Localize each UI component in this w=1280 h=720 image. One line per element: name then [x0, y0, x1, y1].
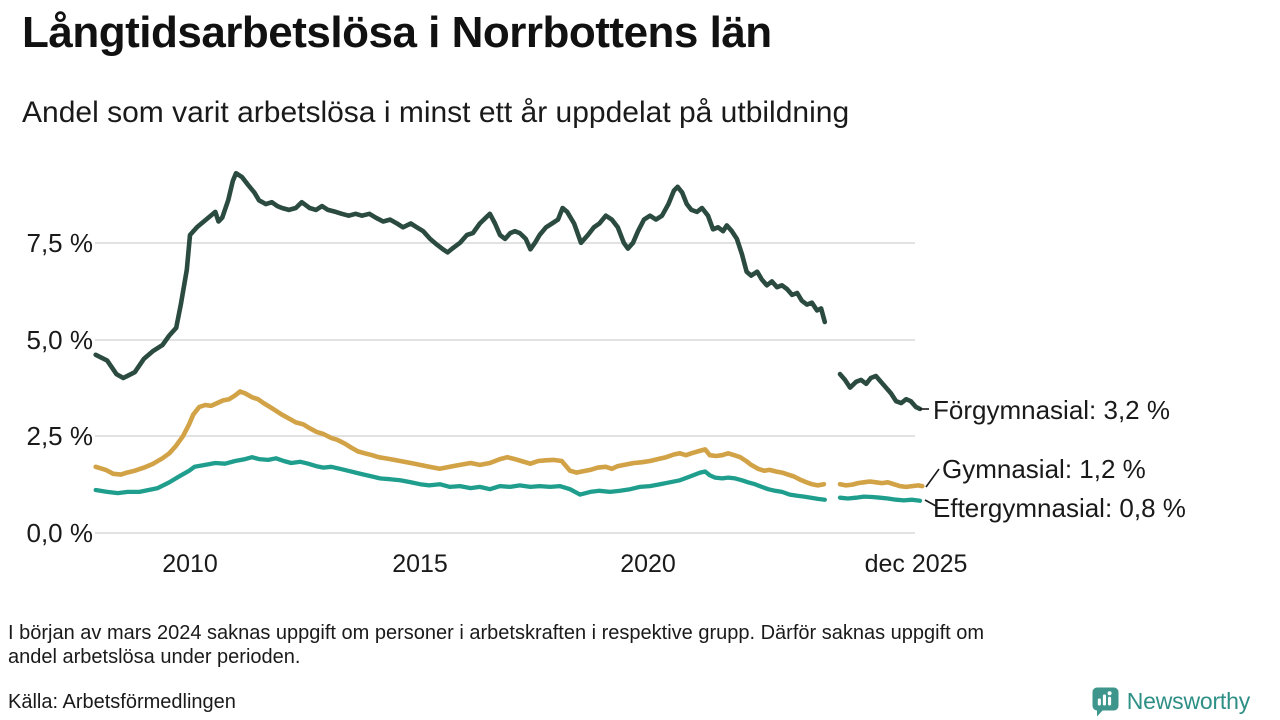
- x-tick-label: 2020: [620, 550, 676, 578]
- newsworthy-logo-text: Newsworthy: [1126, 688, 1250, 714]
- series-line-eftergymnasial: [837, 494, 923, 503]
- y-tick-label: 0,0 %: [26, 518, 94, 548]
- page-subtitle: Andel som varit arbetslösa i minst ett å…: [22, 96, 850, 129]
- x-tick-label: 2015: [392, 550, 448, 578]
- series-end-label-forgymnasial: Förgymnasial: 3,2 %: [933, 395, 1170, 425]
- footnote-line: andel arbetslösa under perioden.: [8, 646, 301, 668]
- series-line-gymnasial: [837, 479, 925, 490]
- leader-line-gymnasial: [925, 468, 940, 488]
- newsworthy-logo: Newsworthy: [1091, 686, 1250, 717]
- newsworthy-chart-bubble-icon: [1092, 687, 1119, 717]
- x-tick-label: dec 2025: [864, 550, 968, 578]
- footnote-line: I början av mars 2024 saknas uppgift om …: [8, 622, 985, 644]
- gridline-5-0: [95, 339, 915, 341]
- series-line-gymnasial: [93, 389, 827, 488]
- x-tick-label: 2010: [162, 550, 218, 578]
- gridline-0-0: [95, 532, 915, 534]
- y-tick-label: 2,5 %: [26, 421, 94, 451]
- series-end-label-eftergymnasial: Eftergymnasial: 0,8 %: [933, 493, 1186, 523]
- page-title: Långtidsarbetslösa i Norrbottens län: [22, 8, 772, 57]
- series-line-eftergymnasial: [93, 455, 827, 502]
- y-tick-label: 7,5 %: [26, 228, 94, 258]
- series-lines: [93, 170, 925, 503]
- y-tick-label: 5,0 %: [26, 325, 94, 355]
- source-attribution: Källa: Arbetsförmedlingen: [8, 691, 236, 713]
- footnote: I början av mars 2024 saknas uppgift om …: [8, 621, 1256, 669]
- series-end-label-gymnasial: Gymnasial: 1,2 %: [942, 454, 1146, 484]
- gridline-2-5: [95, 435, 915, 437]
- gridline-7-5: [95, 242, 915, 244]
- leader-line-eftergymnasial: [924, 499, 937, 507]
- series-line-förgymnasial: [837, 371, 923, 412]
- series-line-förgymnasial: [93, 170, 828, 381]
